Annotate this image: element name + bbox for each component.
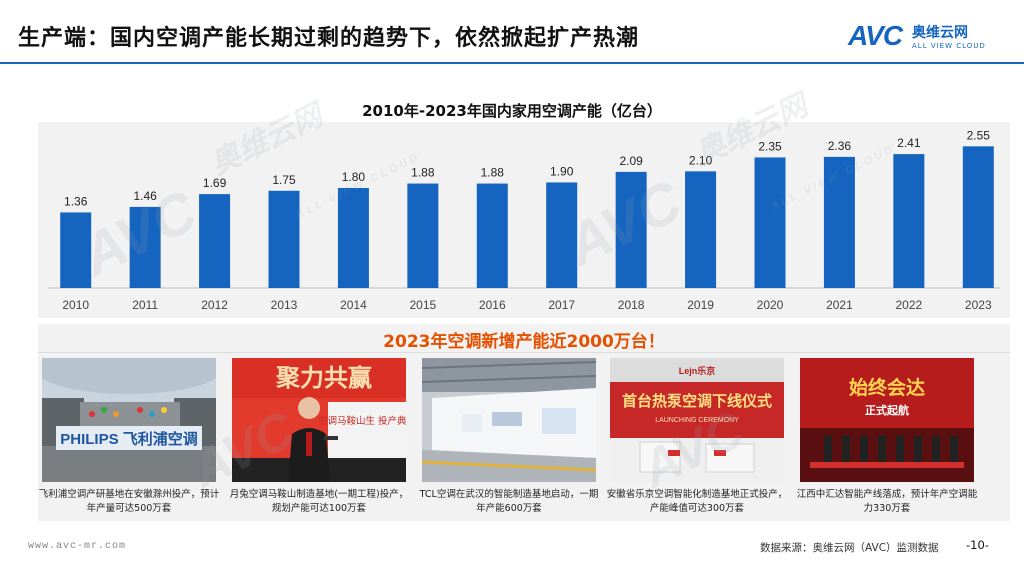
logo-cn: 奥维云网: [912, 25, 968, 41]
data-label: 2.10: [689, 153, 713, 167]
photo-caption: 月兔空调马鞍山制造基地(一期工程)投产，规划产能可达100万套: [229, 489, 409, 514]
data-source: 数据来源：奥维云网（AVC）监测数据: [760, 542, 939, 554]
bar: [823, 156, 855, 288]
data-label: 2.35: [758, 139, 782, 153]
lejing-banner-text: 首台热泵空调下线仪式: [622, 392, 772, 410]
chart-title: 2010年-2023年国内家用空调产能（亿台）: [362, 102, 662, 120]
bar: [615, 171, 647, 288]
photo-caption: 飞利浦空调产研基地在安徽滁州投产，预计年产量可达500万套: [38, 489, 220, 514]
bar: [546, 182, 578, 288]
bar: [893, 154, 925, 288]
bar: [337, 188, 369, 288]
zhonghuida-banner-text: 始终会达: [849, 376, 925, 399]
bar: [129, 206, 161, 288]
data-label: 2.41: [897, 136, 921, 150]
photo-caption: 江西中汇达智能产线落成，预计年产空调能力330万套: [796, 489, 978, 514]
footer-url: www.avc-mr.com: [28, 541, 127, 552]
zhonghuida-sub-text: 正式起航: [865, 403, 909, 417]
logo-mark: AVC: [848, 20, 903, 51]
capacity-bar-chart: 1.36 2010 1.46 2011 1.69 2012 1.75 2013 1.80 2014…: [48, 128, 1000, 312]
x-tick-label: 2023: [965, 298, 992, 312]
photo-lejing-base: Lejn乐京 首台热泵空调下线仪式 LAUNCHING CEREMONY: [610, 358, 784, 482]
data-label: 1.36: [64, 194, 88, 208]
x-tick-label: 2019: [687, 298, 714, 312]
yuetu-banner-text: 聚力共赢: [275, 363, 372, 392]
data-label: 1.69: [203, 176, 227, 190]
photo-tcl-base: [422, 358, 596, 482]
data-label: 1.88: [481, 166, 505, 180]
bar: [685, 171, 717, 288]
photo-philips-base: PHILIPS 飞利浦空调: [42, 358, 216, 482]
bar: [754, 157, 786, 288]
data-label: 2.09: [619, 154, 643, 168]
x-tick-label: 2013: [271, 298, 298, 312]
data-label: 2.55: [967, 128, 991, 142]
bar: [60, 212, 92, 288]
bar: [268, 190, 300, 288]
data-label: 1.88: [411, 166, 435, 180]
avc-logo: AVC 奥维云网 ALL VIEW CLOUD: [848, 20, 1008, 56]
logo-en: ALL VIEW CLOUD: [912, 42, 986, 50]
new-capacity-banner: 2023年空调新增产能近2000万台！: [383, 332, 665, 352]
bar: [199, 194, 231, 288]
bar: [962, 146, 994, 288]
x-tick-label: 2014: [340, 298, 367, 312]
x-tick-label: 2012: [201, 298, 228, 312]
bar: [407, 183, 439, 288]
banner-bg: [38, 324, 1010, 352]
x-tick-label: 2018: [618, 298, 645, 312]
x-tick-label: 2016: [479, 298, 506, 312]
x-tick-label: 2022: [896, 298, 923, 312]
photo-caption: TCL空调在武汉的智能制造基地启动，一期年产能600万套: [419, 489, 599, 514]
data-label: 1.80: [342, 170, 366, 184]
lejing-sub-text: LAUNCHING CEREMONY: [655, 417, 739, 424]
bar: [476, 183, 508, 288]
x-tick-label: 2010: [62, 298, 89, 312]
page-number: -10-: [966, 538, 989, 552]
page-title: 生产端：国内空调产能长期过剩的趋势下，依然掀起扩产热潮: [18, 26, 640, 51]
x-tick-label: 2021: [826, 298, 853, 312]
x-tick-label: 2020: [757, 298, 784, 312]
photo-zhonghuida-base: 始终会达 正式起航: [800, 358, 974, 482]
yuetu-sub-text: 空调马鞍山生 投产典礼: [318, 415, 406, 427]
philips-sign: PHILIPS 飞利浦空调: [60, 430, 198, 448]
x-tick-label: 2017: [548, 298, 575, 312]
x-tick-label: 2011: [132, 298, 158, 312]
photo-yuetu-base: 聚力共赢 空调马鞍山生 投产典礼: [232, 358, 406, 482]
data-label: 1.75: [272, 173, 296, 187]
header-divider: [0, 62, 1024, 64]
lejing-brand: Lejn乐京: [679, 365, 716, 376]
photo-caption: 安徽省乐京空调智能化制造基地正式投产，产能峰值可达300万套: [606, 489, 788, 514]
x-tick-label: 2015: [410, 298, 437, 312]
data-label: 1.46: [133, 189, 157, 203]
data-label: 2.36: [828, 139, 852, 153]
data-label: 1.90: [550, 164, 574, 178]
